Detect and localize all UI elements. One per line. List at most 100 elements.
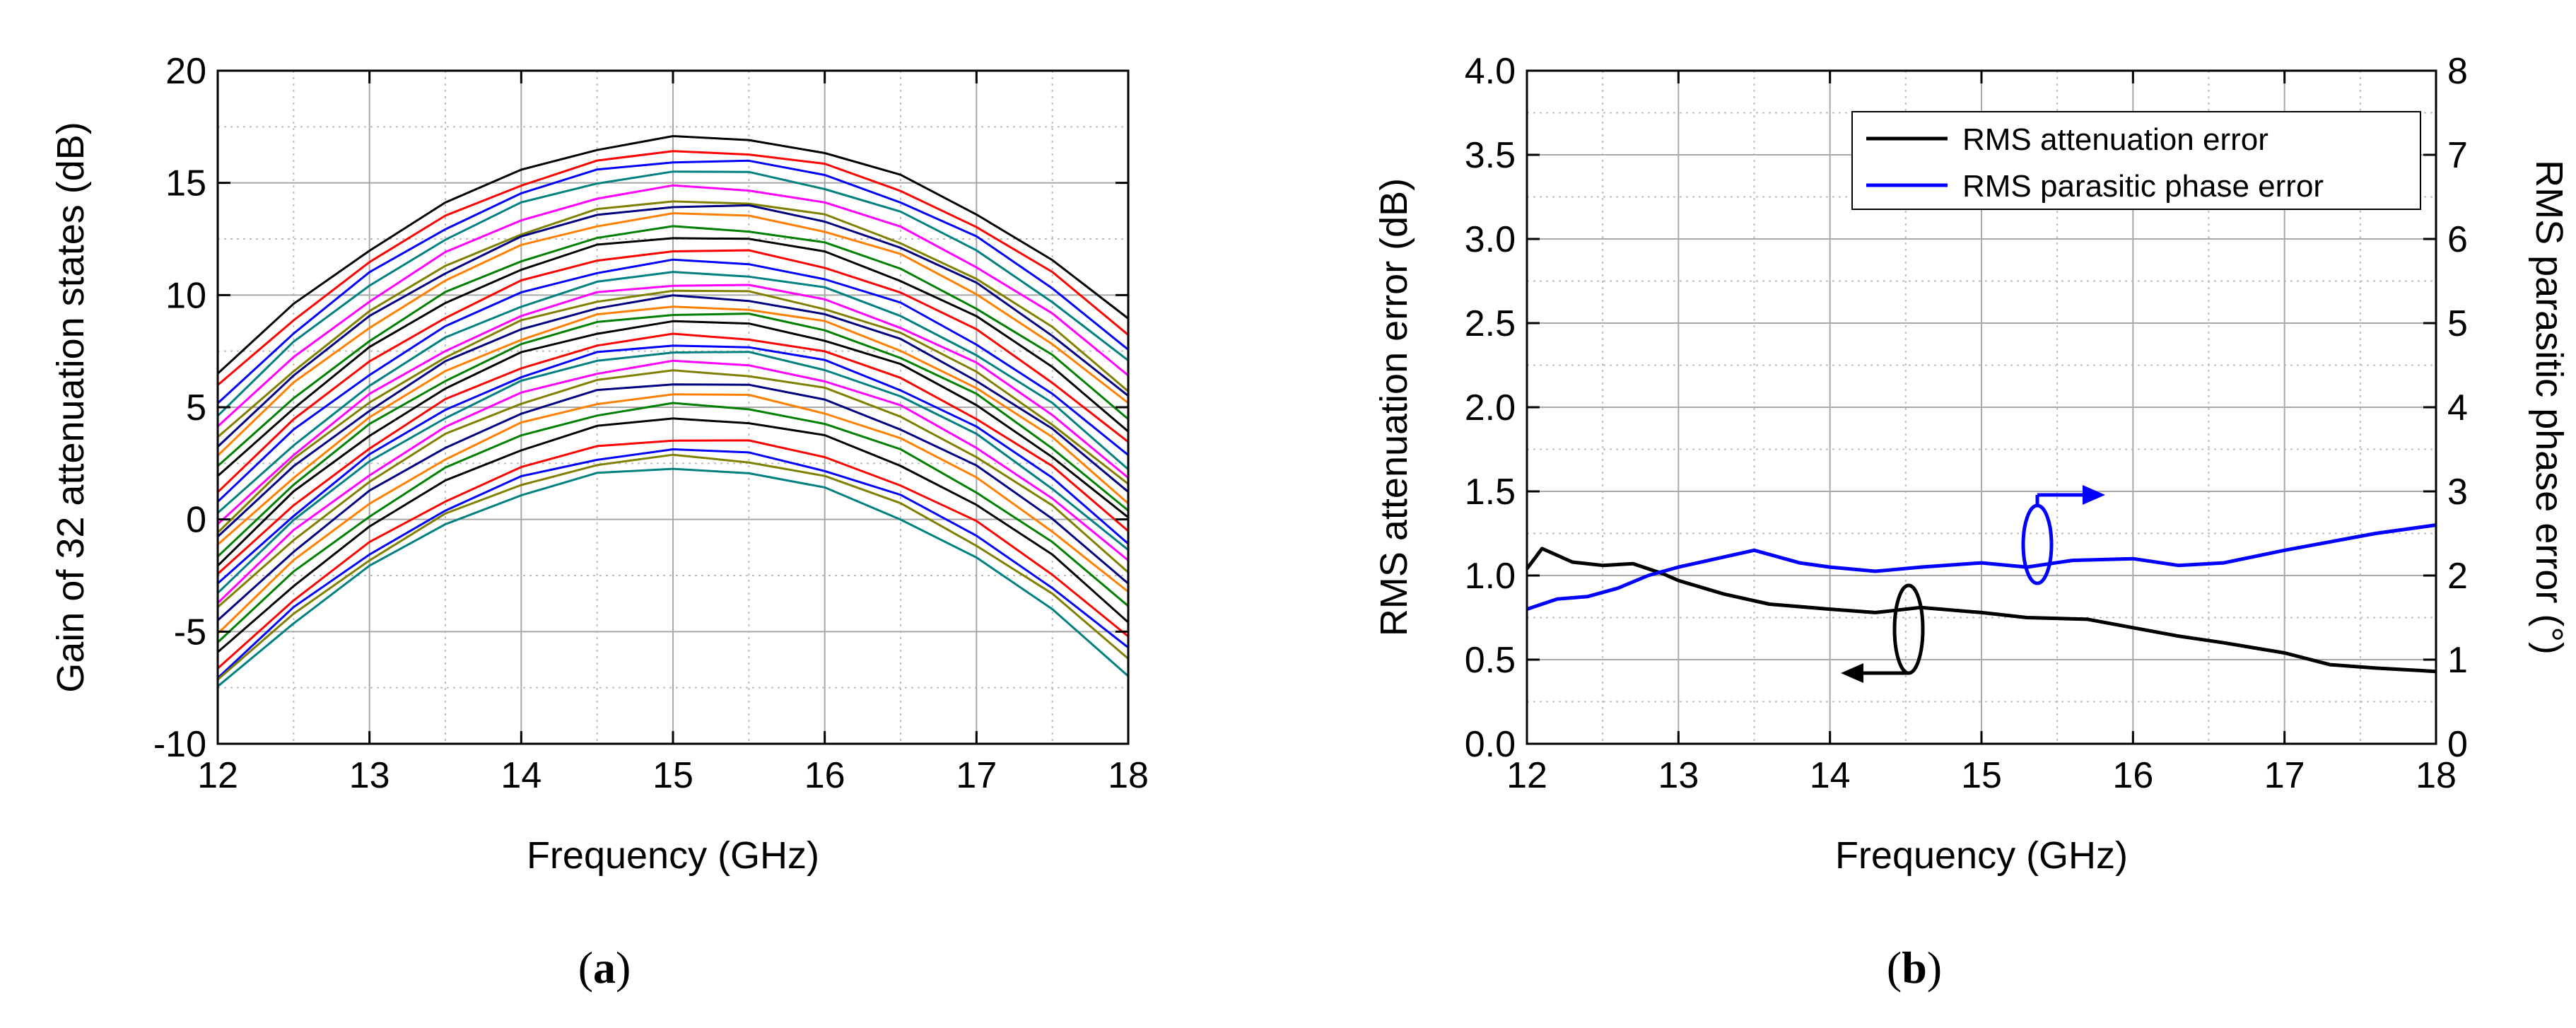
x-tick-label: 14 [1810, 755, 1851, 796]
legend-box [1851, 111, 2421, 210]
panel-a-caption: (a) [578, 942, 631, 993]
y-tick-label: 0.5 [1465, 640, 1516, 681]
panel-b-right-y-axis-label: RMS parasitic phase error (°) [2528, 160, 2570, 655]
y-tick-label: 2.5 [1465, 303, 1516, 344]
x-tick-label: 17 [956, 755, 997, 796]
y-tick-label: 5 [186, 387, 206, 428]
x-tick-label: 15 [1961, 755, 2002, 796]
y-tick-label: 1.5 [1465, 472, 1516, 513]
y2-tick-label: 2 [2447, 556, 2468, 597]
panel-a-series [216, 135, 1129, 687]
panel-a-ticks [216, 69, 1130, 745]
arrow-right-icon [2083, 485, 2105, 505]
gain-state-line-20 [217, 344, 1129, 585]
panel-b-left-y-axis-label: RMS attenuation error (dB) [1373, 178, 1415, 636]
x-tick-label: 12 [197, 755, 238, 796]
gain-state-line-29 [216, 448, 1129, 679]
panel-b-x-axis-label: Frequency (GHz) [1835, 834, 2128, 877]
gain-state-line-11 [216, 258, 1129, 503]
y2-tick-label: 4 [2447, 387, 2468, 428]
gain-state-line-28 [216, 439, 1129, 670]
gain-state-line-10 [216, 249, 1129, 493]
gain-state-line-31 [217, 467, 1129, 687]
gain-state-line-23 [217, 369, 1129, 608]
y-tick-label: 3.5 [1465, 135, 1516, 176]
y-tick-label: 2.0 [1465, 387, 1516, 428]
y-tick-label: 4.0 [1465, 51, 1516, 92]
panel-a-gain-chart: 12 13 14 15 16 17 18 -10 -5 0 5 10 15 20 Frequency (… [49, 51, 1149, 993]
panel-b-series [1525, 523, 2437, 674]
gain-state-line-8 [217, 225, 1129, 467]
gain-state-line-16 [217, 305, 1129, 546]
gain-state-line-21 [216, 351, 1129, 594]
gain-state-line-3 [216, 170, 1129, 417]
panel-a-x-tick-labels: 12 13 14 15 16 17 18 [197, 755, 1149, 796]
gain-state-line-13 [216, 284, 1129, 525]
panel-b-rms-error-chart: 12 13 14 15 16 17 18 0.00.51.01.52.02.53.03.54… [1373, 51, 2570, 993]
gain-state-line-19 [216, 332, 1129, 575]
rms-phase-error-line [1526, 523, 2437, 611]
y2-tick-label: 5 [2447, 303, 2468, 344]
gain-state-line-24 [216, 383, 1129, 621]
gain-state-line-27 [217, 417, 1129, 653]
y-tick-label: -5 [174, 612, 206, 653]
panel-b-ticks [1526, 69, 2437, 745]
x-tick-label: 17 [2264, 755, 2305, 796]
gain-state-line-22 [216, 359, 1129, 604]
panel-a-x-axis-label: Frequency (GHz) [527, 834, 819, 877]
x-tick-label: 18 [1108, 755, 1149, 796]
y-tick-label: 3.0 [1465, 219, 1516, 260]
x-tick-label: 16 [2112, 755, 2153, 796]
gain-state-line-26 [216, 402, 1129, 643]
gain-state-line-0 [216, 135, 1129, 375]
gain-state-line-2 [216, 159, 1129, 404]
y-tick-label: 1.0 [1465, 556, 1516, 597]
panel-b-x-tick-labels: 12 13 14 15 16 17 18 [1506, 755, 2457, 796]
panel-a-y-tick-labels: -10 -5 0 5 10 15 20 [153, 51, 206, 765]
panel-b-left-y-tick-labels: 0.0 0.5 1.0 1.5 2.0 2.5 3.0 3.5 4.0 [1465, 51, 1516, 765]
panel-a-y-axis-label: Gain of 32 attenuation states (dB) [49, 122, 92, 693]
arrow-left-icon [1841, 663, 1863, 683]
y2-tick-label: 3 [2447, 472, 2468, 513]
gain-state-line-30 [217, 453, 1129, 681]
x-tick-label: 13 [1658, 755, 1699, 796]
gain-state-line-4 [216, 184, 1129, 428]
y2-tick-label: 8 [2447, 51, 2468, 92]
gain-state-line-17 [216, 313, 1129, 558]
attenuation-axis-indicator [1841, 583, 1925, 683]
gain-state-line-14 [216, 289, 1129, 534]
gain-state-line-7 [216, 212, 1129, 457]
x-tick-label: 14 [500, 755, 541, 796]
y2-tick-label: 1 [2447, 640, 2468, 681]
legend-label-attenuation: RMS attenuation error [1962, 122, 2268, 157]
x-tick-label: 18 [2416, 755, 2457, 796]
x-tick-label: 13 [349, 755, 390, 796]
panel-b-right-y-tick-labels: 0 1 2 3 4 5 6 7 8 [2447, 51, 2468, 765]
panel-b-caption: (b) [1887, 942, 1942, 993]
gain-state-line-1 [217, 150, 1129, 386]
x-tick-label: 16 [804, 755, 845, 796]
y-tick-label: 15 [165, 163, 206, 204]
y-tick-label: 10 [165, 275, 206, 316]
y2-tick-label: 7 [2447, 135, 2468, 176]
phase-axis-indicator [2021, 485, 2105, 585]
y-tick-label: 0.0 [1465, 724, 1516, 765]
y-tick-label: 20 [165, 51, 206, 92]
gain-state-line-9 [217, 237, 1129, 477]
gain-state-line-18 [216, 320, 1129, 567]
legend-label-phase: RMS parasitic phase error [1962, 169, 2324, 204]
y-tick-label: 0 [186, 500, 206, 541]
panel-b-legend: RMS attenuation error RMS parasitic phas… [1851, 111, 2421, 210]
gain-state-line-25 [216, 393, 1129, 635]
x-tick-label: 15 [652, 755, 693, 796]
y2-tick-label: 0 [2447, 724, 2468, 765]
gain-state-line-6 [216, 204, 1129, 448]
gain-state-line-5 [217, 200, 1129, 438]
rms-attenuation-error-line [1525, 547, 2437, 674]
y-tick-label: -10 [153, 724, 206, 765]
x-tick-label: 12 [1506, 755, 1547, 796]
gain-state-line-15 [216, 294, 1129, 538]
panel-b-grid [1526, 70, 2437, 744]
gain-state-line-12 [217, 271, 1129, 514]
